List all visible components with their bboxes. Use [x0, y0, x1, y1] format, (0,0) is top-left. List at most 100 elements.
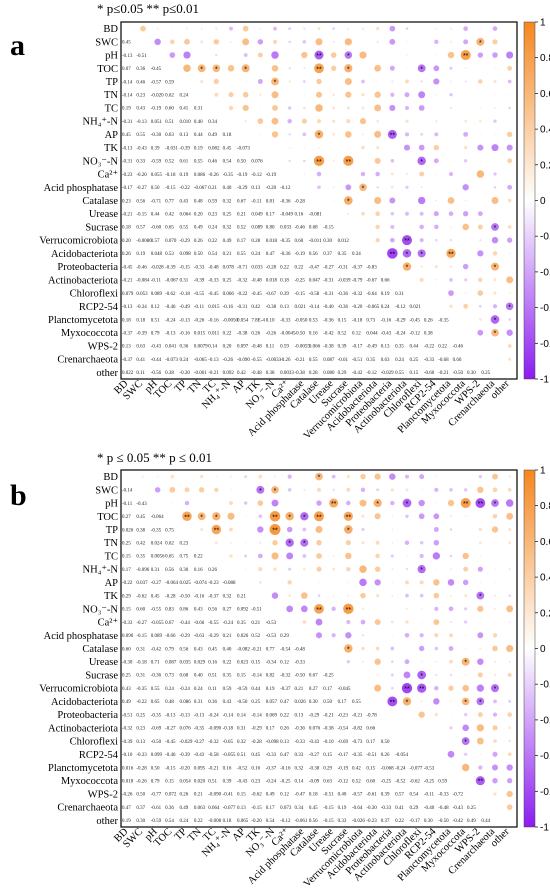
- coefficient-label: -0.71: [151, 199, 162, 204]
- correlation-circle: [376, 608, 379, 610]
- coefficient-label: 0.30: [467, 371, 476, 376]
- correlation-circle: [314, 130, 324, 139]
- coefficient-label: -0.067: [165, 279, 178, 284]
- coefficient-label: -0.55: [194, 292, 205, 297]
- correlation-circle: [374, 473, 381, 480]
- coefficient-label: -0.27: [323, 265, 334, 270]
- coefficient-label: -0.36: [280, 252, 291, 257]
- correlation-circle: [286, 605, 294, 613]
- coefficient-label: -0.38: [309, 766, 320, 771]
- row-label: NH₄⁺-N: [83, 117, 119, 128]
- coefficient-label: -0.12: [338, 780, 349, 785]
- coefficient-label: 0.79: [165, 647, 174, 652]
- correlation-circle: [435, 740, 438, 742]
- correlation-circle: [477, 250, 484, 257]
- coefficient-label: 0.47: [122, 806, 131, 811]
- correlation-circle: [303, 475, 306, 478]
- correlation-circle: [302, 80, 306, 83]
- coefficient-label: 0.12: [280, 661, 289, 666]
- row-label: Proteobacteria: [57, 710, 118, 721]
- coefficient-label: -0.15: [323, 819, 334, 824]
- coefficient-label: -0.30: [151, 133, 162, 138]
- correlation-circle: [359, 499, 367, 507]
- correlation-circle: [450, 146, 452, 149]
- correlation-circle: [230, 489, 232, 491]
- coefficient-label: -0.64: [352, 806, 363, 811]
- coefficient-label: -0.27: [136, 186, 147, 191]
- coefficient-label: 0.0079: [194, 345, 208, 350]
- coefficient-label: 0.29: [280, 634, 289, 639]
- correlation-circle: [374, 579, 381, 586]
- coefficient-label: 0.60: [294, 239, 303, 244]
- colorbar-tick-label: -0.8: [540, 339, 550, 350]
- correlation-circle: [361, 133, 365, 136]
- coefficient-label: 0.43: [179, 199, 188, 204]
- significance-star: *: [215, 66, 218, 73]
- correlation-circle: [508, 527, 512, 532]
- significance-star: *: [200, 66, 203, 73]
- correlation-circle: [215, 475, 218, 478]
- significance-star: *: [420, 159, 423, 166]
- correlation-circle: [508, 318, 511, 321]
- correlation-circle: [272, 105, 278, 111]
- correlation-circle: [316, 119, 322, 124]
- correlation-circle: [257, 500, 264, 506]
- coefficient-label: 0.86: [179, 608, 188, 613]
- correlation-circle: [259, 67, 262, 70]
- coefficient-label: 0.54: [266, 819, 275, 824]
- coefficient-label: 0.55: [237, 252, 246, 257]
- coefficient-label: 0.066: [223, 292, 235, 297]
- correlation-circle: [477, 712, 483, 718]
- significance-star: **: [184, 514, 190, 521]
- significance-star: **: [346, 607, 352, 614]
- correlation-circle: [344, 196, 353, 205]
- correlation-circle: [142, 475, 144, 478]
- coefficient-label: -0.51: [323, 793, 334, 798]
- correlation-circle: [476, 37, 485, 46]
- correlation-circle: [273, 567, 277, 571]
- coefficient-label: 0.020: [194, 780, 206, 785]
- correlation-circle: [288, 93, 291, 96]
- coefficient-label: 0.33: [294, 753, 303, 758]
- correlation-circle: [375, 540, 380, 545]
- correlation-circle: [479, 119, 482, 123]
- coefficient-label: 0.50: [151, 186, 160, 191]
- correlation-circle: [303, 106, 306, 110]
- correlation-circle: [447, 579, 455, 586]
- correlation-circle: [450, 133, 452, 136]
- row-label: Chloroflexi: [70, 737, 118, 748]
- correlation-circle: [405, 488, 409, 492]
- coefficient-label: -0.31: [237, 305, 248, 310]
- coefficient-label: -0.63: [194, 634, 205, 639]
- coefficient-label: 0.14: [294, 780, 303, 785]
- correlation-circle: [242, 25, 249, 32]
- coefficient-label: -0.37: [122, 332, 133, 337]
- coefficient-label: 0.59: [223, 687, 232, 692]
- row-label: RCP2-54: [79, 302, 119, 313]
- correlation-circle: [419, 171, 425, 177]
- coefficient-label: 0.27: [223, 608, 232, 613]
- row-label: TP: [106, 77, 118, 88]
- coefficient-label: -0.090: [208, 727, 221, 732]
- coefficient-label: -0.0045: [280, 332, 296, 337]
- correlation-circle: [435, 252, 438, 255]
- coefficient-label: 0.17: [237, 239, 246, 244]
- correlation-circle: [361, 527, 365, 532]
- row-label: Crenarchaeota: [57, 355, 118, 366]
- coefficient-label: -0.33: [208, 279, 219, 284]
- correlation-circle: [375, 171, 380, 177]
- coefficient-label: -0.24: [395, 332, 406, 337]
- coefficient-label: -0.49: [179, 305, 190, 310]
- correlation-circle: [170, 474, 175, 479]
- colorbar-tick-label: 0: [540, 644, 546, 655]
- correlation-circle: [461, 763, 470, 772]
- coefficient-label: -0.081: [309, 213, 322, 218]
- coefficient-label: 0.26: [179, 793, 188, 798]
- correlation-circle: [448, 685, 454, 691]
- coefficient-label: -0.49: [366, 345, 377, 350]
- correlation-circle: [344, 644, 353, 653]
- correlation-circle: [229, 554, 233, 558]
- coefficient-label: -0.27: [194, 740, 205, 745]
- coefficient-label: -0.37: [122, 358, 133, 363]
- correlation-circle: [271, 117, 279, 125]
